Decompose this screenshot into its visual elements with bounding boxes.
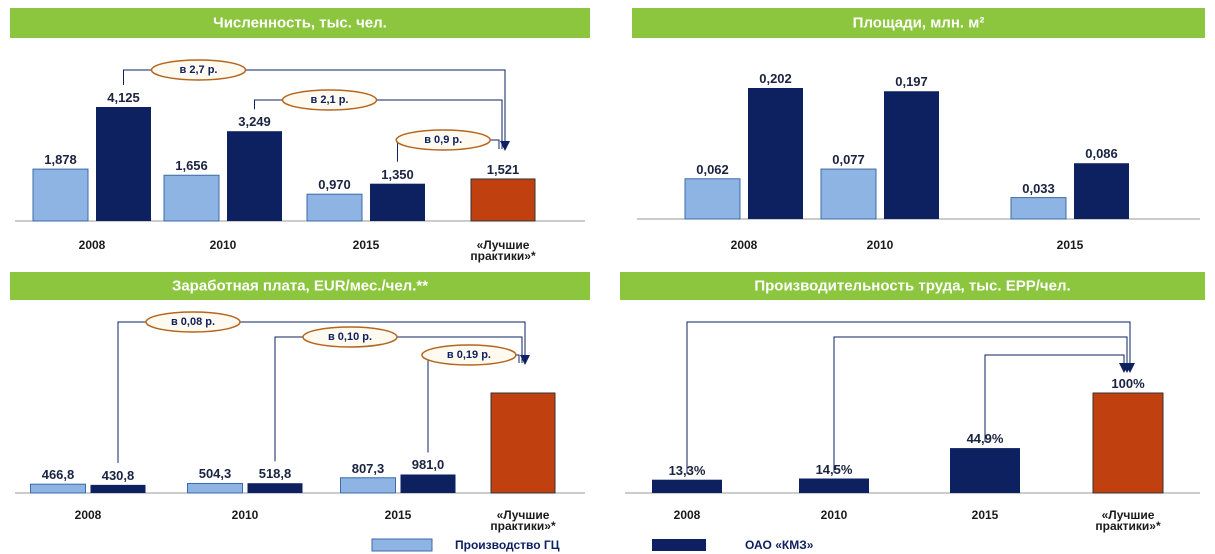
value-label: 0,970 [318,177,351,193]
category-label: «Лучшие практики»* [1095,508,1161,533]
value-label: 0,077 [832,152,865,168]
annotation: в 2,1 р. [310,94,349,106]
bar [163,174,220,222]
legend-swatch [652,539,706,551]
bar [340,477,396,494]
value-label: 100% [1111,376,1145,391]
value-label: 1,878 [44,152,77,168]
value-label: 807,3 [351,460,385,476]
annotation: в 0,10 р. [327,331,373,343]
category-label: 2010 [820,508,848,522]
connector [117,321,526,463]
annotation-bubble [150,59,247,81]
title-bar [10,272,590,300]
category-label: 2015 [971,508,999,522]
title-bar [632,8,1205,38]
best-bar [470,178,536,222]
bar [884,91,939,219]
annotation-bubble [281,89,378,111]
category-label: 2015 [1056,238,1084,252]
value-label: 1,521 [486,161,520,177]
bar [400,474,456,493]
value-label: 504,3 [198,466,232,482]
value-label: 0,202 [759,71,792,86]
legend-label: ОАО «КМЗ» [745,538,814,552]
legend-swatch [371,538,433,552]
panel-title: Заработная плата, EUR/мес./чел.** [171,277,429,295]
category-label: 2008 [74,508,102,522]
annotation: в 2,7 р. [179,64,218,76]
bar [950,448,1020,493]
value-label: 1,350 [381,166,414,182]
value-label: 0,197 [895,74,928,90]
bar [227,131,282,221]
bar [90,484,146,493]
bar [30,483,86,494]
annotation: в 0,08 р. [170,316,216,328]
annotation-bubble [145,311,241,333]
best-bar [1092,392,1164,494]
bar [187,482,243,494]
annotation: в 0,19 р. [446,349,491,361]
bar [247,483,303,493]
value-label: 13,3% [668,462,706,478]
panel-title: Площади, млн. м² [852,14,985,32]
value-label: 518,8 [258,466,292,482]
value-label: 44,9% [966,431,1004,447]
bar [1074,163,1129,219]
bar [748,88,803,219]
bar [306,193,363,222]
bar [684,178,741,220]
title-bar [10,8,590,38]
category-label: «Лучшие практики»* [470,238,536,263]
value-label: 3,249 [238,114,271,130]
annotation-bubble [421,344,517,366]
category-label: 2015 [384,508,412,522]
category-label: 2010 [231,508,259,522]
category-label: 2008 [730,238,758,252]
connector [274,336,523,462]
category-label: «Лучшие практики»* [490,508,556,533]
connector [833,336,1128,473]
category-label: 2008 [78,238,106,252]
best-bar [490,392,556,494]
annotation: в 0,9 р. [424,134,463,146]
bar [820,168,877,220]
annotation-bubble [302,326,398,348]
value-label: 1,656 [175,158,208,174]
title-bar [620,272,1205,300]
legend-label: Производство ГЦ [455,538,560,552]
connector [254,99,503,149]
value-label: 981,0 [411,457,445,473]
bar [652,479,722,493]
value-label: 0,033 [1022,180,1055,196]
category-label: 2010 [209,238,237,252]
arrow [1119,363,1129,373]
annotation-bubble [395,129,491,151]
value-label: 466,8 [41,467,75,483]
value-label: 14,5% [815,461,853,477]
value-label: 0,086 [1085,146,1118,162]
bar [96,107,151,221]
value-label: 430,8 [101,467,135,483]
bar [370,183,425,221]
category-label: 2008 [673,508,701,522]
value-label: 4,125 [107,90,140,105]
connector [686,321,1131,474]
bar [32,168,89,222]
value-label: 0,062 [696,161,729,177]
panel-title: Производительность труда, тыс. EPP/чел. [754,277,1071,295]
panel-title: Численность, тыс. чел. [213,14,387,32]
category-label: 2015 [352,238,380,252]
bar [799,478,869,493]
connector [123,69,506,149]
bar [1010,197,1067,220]
category-label: 2010 [866,238,894,252]
